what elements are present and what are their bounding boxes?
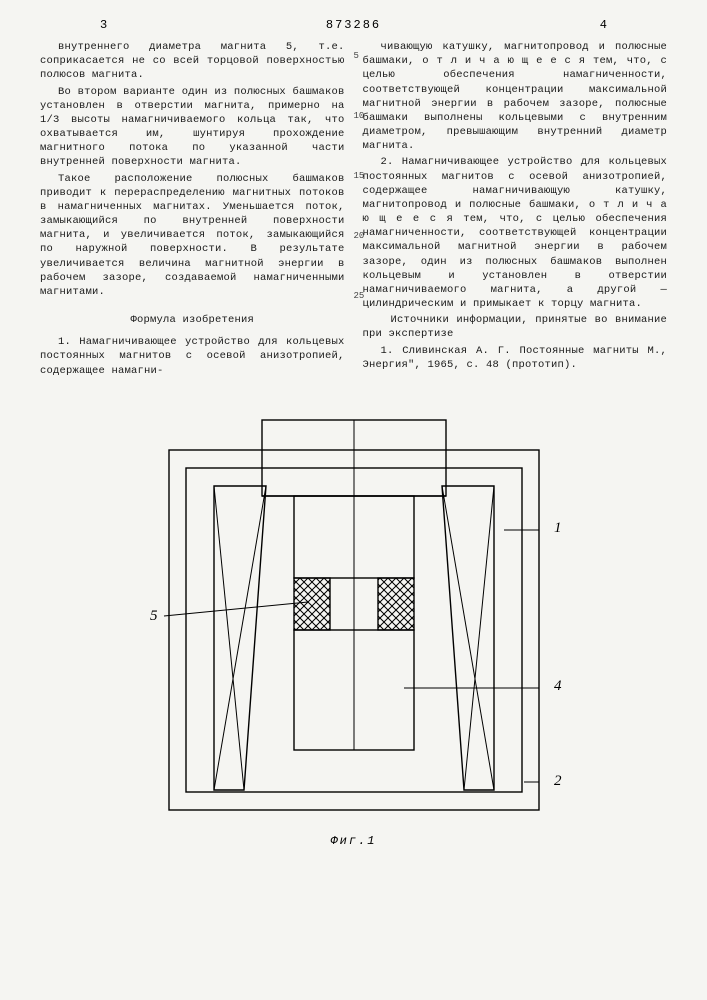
svg-text:2: 2 [554,773,562,789]
paragraph: внутреннего диаметра магнита 5, т.е. соп… [40,40,345,83]
figure-container: 1 4 2 5 [40,390,667,830]
figure-label: Фиг.1 [40,834,667,848]
left-column: внутреннего диаметра магнита 5, т.е. соп… [40,40,345,380]
formula-title: Формула изобретения [40,313,345,327]
line-number: 15 [354,172,365,181]
line-number: 25 [354,292,365,301]
line-number: 10 [354,112,365,121]
page-num-left: 3 [100,18,107,32]
text-columns: внутреннего диаметра магнита 5, т.е. соп… [40,40,667,380]
paragraph: 1. Намагничивающее устройство для кольце… [40,335,345,378]
svg-text:5: 5 [150,608,158,624]
paragraph: чивающую катушку, магнитопровод и полюсн… [363,40,668,153]
patent-number: 873286 [107,18,600,32]
sources-title: Источники информации, принятые во вниман… [363,313,668,341]
paragraph: Такое расположение полюсных башмаков при… [40,172,345,300]
figure-diagram: 1 4 2 5 [144,390,564,830]
line-number: 20 [354,232,365,241]
right-column: чивающую катушку, магнитопровод и полюсн… [363,40,668,380]
paragraph: 2. Намагничивающее устройство для кольце… [363,155,668,311]
svg-text:1: 1 [554,520,562,536]
paragraph: Во втором варианте один из полюсных башм… [40,85,345,170]
page-num-right: 4 [600,18,607,32]
paragraph: 1. Сливинская А. Г. Постоянные магниты М… [363,344,668,372]
svg-text:4: 4 [554,678,562,694]
page-header: 3 873286 4 [40,18,667,32]
line-number: 5 [354,52,359,61]
